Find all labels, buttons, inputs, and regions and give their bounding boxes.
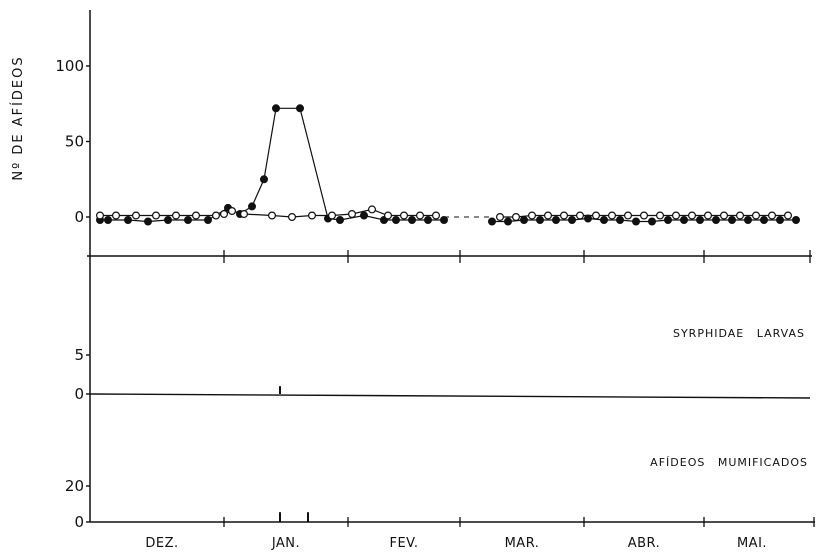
data-point-filled: [695, 216, 704, 225]
data-point-open: [384, 211, 393, 220]
data-point-filled: [488, 217, 497, 226]
data-point-open: [559, 211, 568, 220]
mummified-title: AFÍDEOS MUMIFICADOS: [650, 456, 808, 469]
month-label: FEV.: [389, 536, 418, 551]
data-point-open: [212, 211, 221, 220]
data-point-open: [591, 211, 600, 220]
data-point-filled: [615, 216, 624, 225]
data-point-open: [328, 211, 337, 220]
data-point-filled: [583, 214, 592, 223]
data-point-filled: [567, 216, 576, 225]
data-point-filled: [647, 217, 656, 226]
data-point-open: [607, 211, 616, 220]
data-point-open: [655, 211, 664, 220]
data-point-open: [543, 211, 552, 220]
data-point-filled: [336, 216, 345, 225]
month-label: JAN.: [271, 536, 300, 551]
data-point-open: [348, 210, 357, 219]
data-point-filled: [123, 216, 132, 225]
data-point-filled: [272, 104, 281, 113]
data-point-filled: [248, 202, 257, 211]
month-label: MAR.: [505, 536, 540, 551]
data-point-filled: [360, 211, 369, 220]
data-point-open: [192, 211, 201, 220]
data-point-filled: [103, 216, 112, 225]
data-point-filled: [260, 175, 269, 184]
data-point-open: [671, 211, 680, 220]
data-point-open: [639, 211, 648, 220]
data-point-open: [132, 211, 141, 220]
panel3-y-tick-label: 0: [74, 513, 84, 531]
data-point-filled: [711, 216, 720, 225]
data-point-filled: [408, 216, 417, 225]
data-point-open: [228, 207, 237, 216]
data-point-filled: [184, 216, 193, 225]
data-point-open: [735, 211, 744, 220]
data-point-filled: [663, 216, 672, 225]
marks-layer: [95, 104, 800, 522]
axes-layer: [86, 10, 815, 527]
data-point-filled: [519, 216, 528, 225]
data-point-filled: [551, 216, 560, 225]
data-point-open: [527, 211, 536, 220]
data-point-open: [400, 211, 409, 220]
series-line: [100, 107, 444, 223]
data-point-open: [703, 211, 712, 220]
data-point-filled: [679, 216, 688, 225]
panel2-y-tick-label: 5: [74, 346, 84, 364]
data-point-open: [288, 213, 297, 222]
data-point-filled: [791, 216, 800, 225]
data-point-open: [496, 213, 505, 222]
panel1-ylabel: Nº DE AFÍDEOS: [10, 55, 26, 180]
data-point-open: [220, 210, 229, 219]
data-point-filled: [775, 216, 784, 225]
data-point-open: [152, 211, 161, 220]
data-point-filled: [440, 216, 449, 225]
data-point-open: [432, 211, 441, 220]
data-point-filled: [504, 217, 513, 226]
data-point-open: [751, 211, 760, 220]
month-label: MAI.: [737, 536, 767, 551]
panel1-y-tick-label: 0: [74, 208, 84, 226]
data-point-filled: [743, 216, 752, 225]
data-point-open: [308, 211, 317, 220]
data-point-open: [268, 211, 277, 220]
panel1-y-tick-label: 100: [55, 57, 84, 75]
data-point-open: [368, 205, 377, 214]
data-point-filled: [631, 217, 640, 226]
data-point-filled: [392, 216, 401, 225]
data-point-open: [511, 213, 520, 222]
data-point-open: [767, 211, 776, 220]
panel1-y-tick-label: 50: [65, 133, 84, 151]
data-point-filled: [296, 104, 305, 113]
data-point-filled: [164, 216, 173, 225]
data-point-open: [575, 211, 584, 220]
data-point-filled: [727, 216, 736, 225]
data-point-open: [111, 211, 120, 220]
data-point-open: [95, 211, 104, 220]
data-point-open: [783, 211, 792, 220]
data-point-open: [172, 211, 181, 220]
data-point-open: [719, 211, 728, 220]
data-point-open: [623, 211, 632, 220]
data-point-open: [240, 210, 249, 219]
month-label: ABR.: [628, 536, 661, 551]
data-point-filled: [204, 216, 213, 225]
panel3-y-tick-label: 20: [65, 477, 84, 495]
syrphidae-title: SYRPHIDAE LARVAS: [673, 327, 805, 340]
panel2-baseline: [89, 393, 811, 399]
data-point-open: [687, 211, 696, 220]
data-point-open: [416, 211, 425, 220]
data-point-filled: [535, 216, 544, 225]
data-point-filled: [424, 216, 433, 225]
data-point-filled: [144, 217, 153, 226]
panel2-y-tick-label: 0: [74, 385, 84, 403]
data-point-filled: [599, 216, 608, 225]
data-point-filled: [759, 216, 768, 225]
month-label: DEZ.: [145, 536, 178, 551]
